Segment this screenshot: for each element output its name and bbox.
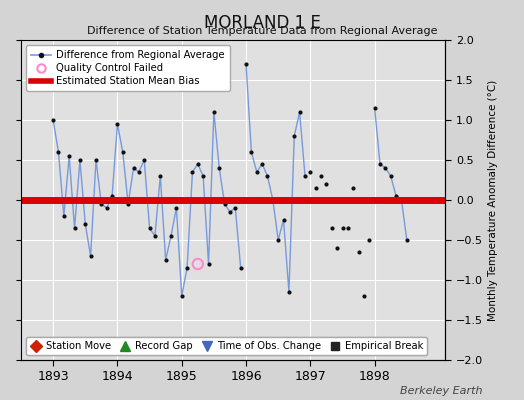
Point bbox=[296, 109, 304, 115]
Point bbox=[397, 197, 406, 203]
Point bbox=[290, 133, 299, 139]
Point bbox=[60, 213, 68, 219]
Point bbox=[263, 173, 271, 179]
Point bbox=[269, 197, 277, 203]
Point bbox=[161, 257, 170, 263]
Point bbox=[215, 165, 223, 171]
Point bbox=[103, 205, 111, 211]
Point bbox=[402, 237, 411, 243]
Text: MORLAND 1 E: MORLAND 1 E bbox=[203, 14, 321, 32]
Point bbox=[226, 209, 234, 215]
Point bbox=[360, 293, 368, 299]
Point bbox=[333, 245, 341, 251]
Point bbox=[118, 149, 127, 155]
Point bbox=[387, 173, 395, 179]
Point bbox=[236, 265, 245, 271]
Point bbox=[199, 173, 208, 179]
Point bbox=[349, 185, 357, 191]
Point bbox=[129, 165, 138, 171]
Point bbox=[145, 225, 154, 231]
Point bbox=[322, 181, 331, 187]
Point bbox=[376, 161, 384, 167]
Point bbox=[204, 261, 213, 267]
Legend: Station Move, Record Gap, Time of Obs. Change, Empirical Break: Station Move, Record Gap, Time of Obs. C… bbox=[26, 337, 427, 355]
Point bbox=[156, 173, 165, 179]
Point bbox=[194, 161, 202, 167]
Point bbox=[306, 169, 314, 175]
Point bbox=[151, 233, 159, 239]
Point bbox=[92, 157, 100, 163]
Point bbox=[231, 205, 239, 211]
Point bbox=[124, 201, 133, 207]
Point bbox=[253, 169, 261, 175]
Point bbox=[183, 265, 191, 271]
Point bbox=[247, 149, 256, 155]
Point bbox=[178, 293, 186, 299]
Point bbox=[344, 225, 352, 231]
Point bbox=[76, 157, 84, 163]
Point bbox=[194, 261, 202, 267]
Point bbox=[135, 169, 143, 175]
Point bbox=[86, 253, 95, 259]
Point bbox=[285, 289, 293, 295]
Point bbox=[54, 149, 63, 155]
Point bbox=[242, 61, 250, 67]
Point bbox=[70, 225, 79, 231]
Point bbox=[221, 201, 229, 207]
Point bbox=[274, 237, 282, 243]
Point bbox=[279, 217, 288, 223]
Text: Berkeley Earth: Berkeley Earth bbox=[400, 386, 482, 396]
Point bbox=[328, 225, 336, 231]
Point bbox=[49, 117, 57, 123]
Point bbox=[108, 193, 116, 199]
Text: Difference of Station Temperature Data from Regional Average: Difference of Station Temperature Data f… bbox=[87, 26, 437, 36]
Point bbox=[81, 221, 90, 227]
Point bbox=[301, 173, 309, 179]
Point bbox=[311, 185, 320, 191]
Point bbox=[339, 225, 347, 231]
Point bbox=[188, 169, 196, 175]
Point bbox=[167, 233, 175, 239]
Point bbox=[392, 193, 400, 199]
Point bbox=[317, 173, 325, 179]
Point bbox=[210, 109, 218, 115]
Point bbox=[258, 161, 266, 167]
Point bbox=[65, 153, 73, 159]
Point bbox=[365, 237, 374, 243]
Point bbox=[97, 201, 105, 207]
Point bbox=[172, 205, 181, 211]
Point bbox=[354, 249, 363, 255]
Point bbox=[381, 165, 389, 171]
Point bbox=[140, 157, 148, 163]
Point bbox=[370, 105, 379, 111]
Y-axis label: Monthly Temperature Anomaly Difference (°C): Monthly Temperature Anomaly Difference (… bbox=[488, 79, 498, 321]
Point bbox=[113, 121, 122, 127]
